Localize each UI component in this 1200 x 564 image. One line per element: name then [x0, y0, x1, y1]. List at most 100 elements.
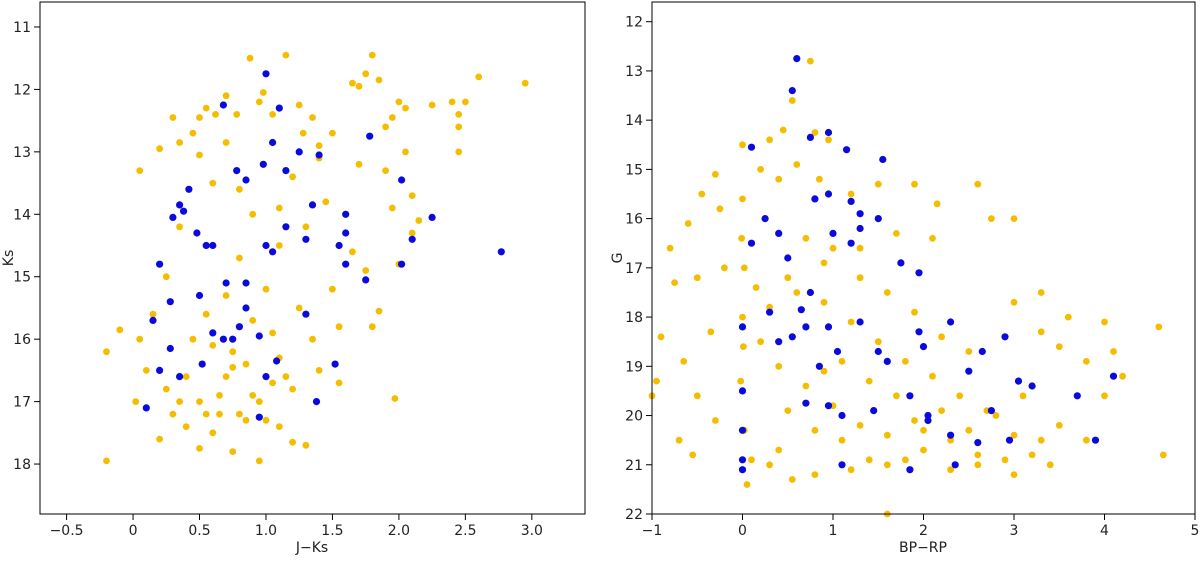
right-point [671, 279, 678, 286]
left-point [182, 373, 190, 380]
left-point [455, 111, 463, 118]
left-point [349, 79, 356, 87]
left-point [521, 79, 529, 87]
right-point [825, 136, 832, 144]
right-point [738, 323, 747, 331]
left-point [156, 145, 164, 153]
left-point [269, 138, 277, 147]
left-point [262, 70, 270, 78]
right-point [747, 143, 756, 151]
right-y-tick-label: 19 [625, 359, 643, 375]
right-point [915, 269, 923, 277]
right-point [738, 426, 747, 434]
left-point [166, 298, 174, 306]
left-point [428, 101, 436, 109]
right-point [1110, 348, 1117, 355]
right-point [793, 55, 801, 63]
left-point [209, 342, 217, 349]
right-point [824, 190, 833, 198]
right-point [716, 205, 724, 213]
left-point [219, 335, 227, 343]
left-point [262, 373, 270, 381]
right-point [893, 392, 900, 400]
left-point [398, 176, 406, 184]
right-point [1101, 318, 1108, 326]
right-point [824, 402, 833, 410]
left-point [202, 104, 210, 112]
left-point [388, 114, 396, 121]
right-point [766, 303, 773, 311]
left-point [335, 323, 343, 331]
left-point [497, 248, 505, 256]
right-point [956, 392, 964, 400]
right-y-ticks: 12 13 14 15 16 17 18 19 20 21 22 [625, 15, 652, 523]
left-point [455, 123, 463, 131]
left-x-tick-label: 1.5 [321, 523, 343, 539]
right-point [911, 417, 918, 424]
right-x-tick-label: −1 [642, 523, 663, 539]
right-point [938, 333, 945, 341]
left-point [196, 151, 203, 159]
left-point [448, 98, 456, 106]
right-point [802, 399, 810, 407]
right-point [698, 190, 706, 198]
left-point [242, 360, 250, 368]
left-point [229, 448, 237, 455]
right-point [775, 362, 783, 370]
left-point [302, 235, 310, 243]
left-point [269, 329, 276, 337]
right-point [833, 347, 842, 356]
left-point [329, 129, 336, 137]
right-point [1055, 422, 1063, 429]
left-point [342, 229, 350, 237]
right-point [965, 426, 973, 434]
right-point [974, 461, 982, 469]
left-point [315, 367, 323, 374]
left-point [219, 101, 227, 109]
left-point [209, 329, 217, 337]
left-point [312, 398, 321, 406]
right-point [738, 387, 747, 395]
right-point [865, 456, 873, 464]
left-point [331, 360, 339, 368]
left-point [176, 201, 184, 209]
right-point [883, 431, 891, 439]
right-point [1046, 461, 1054, 469]
left-point [408, 235, 416, 243]
right-point [1037, 328, 1045, 336]
left-point [236, 254, 243, 262]
right-point [1083, 358, 1090, 365]
left-point [355, 82, 363, 90]
left-point [176, 373, 184, 381]
right-point [974, 451, 982, 459]
right-point [779, 126, 787, 134]
left-point [209, 429, 217, 437]
right-point [847, 197, 855, 205]
left-point [475, 73, 483, 81]
left-point [255, 457, 263, 465]
right-point [775, 229, 783, 237]
left-point [295, 148, 303, 156]
left-point [382, 167, 389, 175]
right-point [874, 338, 882, 346]
right-point [897, 259, 905, 267]
right-point [947, 436, 954, 444]
left-point [302, 223, 310, 231]
left-point [275, 423, 283, 430]
right-point [915, 328, 923, 336]
left-point [289, 173, 296, 181]
left-point [255, 332, 263, 340]
right-point [784, 407, 792, 414]
left-point [242, 416, 250, 424]
left-y-tick-label: 13 [13, 145, 31, 161]
right-point [738, 466, 747, 474]
right-point [757, 338, 764, 346]
left-point [216, 410, 223, 418]
right-x-tick-label: 4 [1100, 523, 1109, 539]
right-point [838, 411, 846, 420]
right-y-tick-label: 15 [625, 162, 643, 178]
right-point [906, 466, 914, 474]
left-point [262, 285, 270, 293]
left-point [335, 241, 343, 250]
left-point [202, 241, 210, 250]
